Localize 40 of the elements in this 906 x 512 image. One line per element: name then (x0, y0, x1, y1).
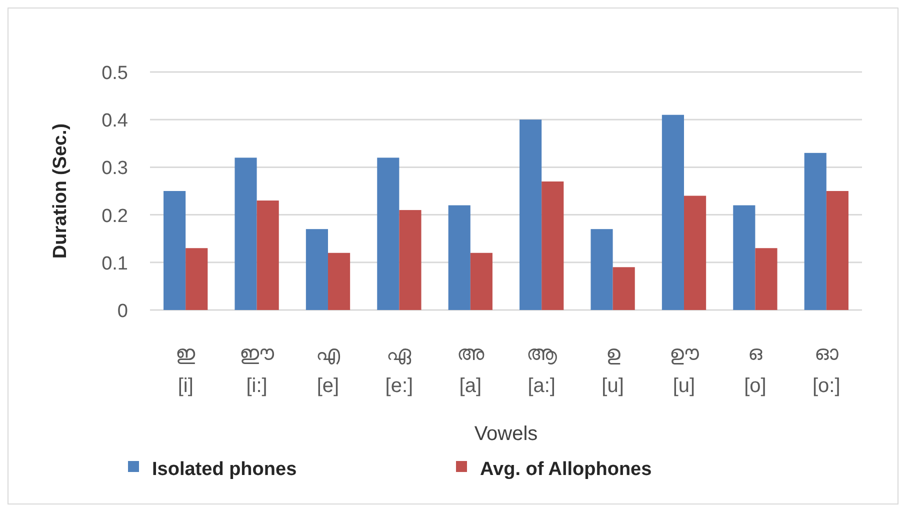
x-tick-label: ആ [a:] (526, 343, 558, 397)
x-tick-label: ഇ [i] (176, 343, 196, 397)
y-tick-label: 0.4 (102, 110, 128, 132)
bar (256, 200, 279, 310)
bar (684, 196, 706, 310)
y-tick-label: 0 (117, 301, 128, 322)
bar (399, 210, 422, 310)
legend-label: Isolated phones (152, 459, 297, 480)
bar (164, 191, 186, 310)
bar (755, 248, 778, 310)
bar (662, 114, 684, 310)
bar (612, 267, 635, 310)
legend-label: Avg. of Allophones (480, 459, 652, 480)
bar (186, 248, 208, 310)
x-tick-label: ഉ [u] (602, 343, 624, 397)
bar (542, 181, 564, 310)
x-tick-label: ഓ [o:] (812, 343, 840, 397)
bar (234, 158, 257, 310)
bar (448, 205, 470, 310)
x-tick-label: എ [e] (316, 343, 341, 397)
bar (826, 191, 848, 310)
x-tick-label: ഊ [u] (670, 343, 700, 397)
bar (377, 158, 400, 310)
y-tick-label: 0.3 (102, 158, 128, 180)
y-axis-title: Duration (Sec.) (50, 123, 71, 259)
bar (306, 229, 328, 310)
bar (733, 205, 756, 310)
x-tick-label: ഏ [e:] (385, 343, 414, 397)
bar (520, 120, 542, 310)
y-tick-label: 0.5 (102, 63, 128, 84)
x-tick-label: അ [a] (456, 343, 485, 397)
bar (470, 252, 492, 310)
bar (328, 252, 350, 310)
bar (804, 152, 826, 310)
x-tick-label: ഒ [o] (744, 343, 766, 397)
y-tick-label: 0.2 (102, 206, 128, 227)
y-tick-label: 0.1 (102, 253, 128, 274)
x-tick-label: ഈ [i:] (239, 343, 274, 397)
x-axis-title: Vowels (474, 423, 538, 445)
bar (590, 229, 613, 310)
